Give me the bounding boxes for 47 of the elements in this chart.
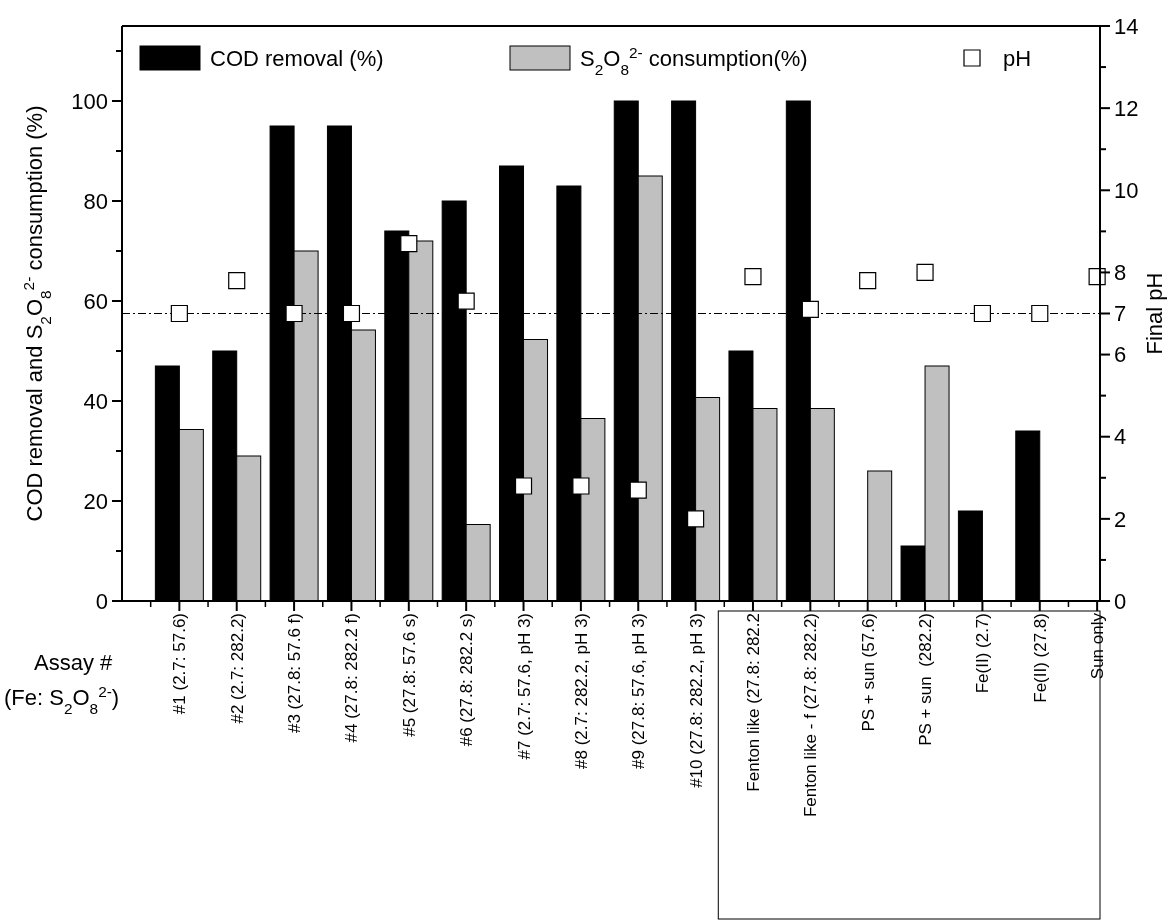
text: Assay # [34, 650, 114, 675]
x-tick-label: #10 (27.8: 282.2, pH 3) [686, 613, 706, 788]
x-tick-label: Fenton like (27.8: 282.2 [743, 613, 763, 792]
y-tick-label: 100 [71, 88, 108, 114]
text: (Fe: S$_{2}$O$_{8}$$^{2-}$) [4, 682, 120, 717]
point [572, 477, 590, 495]
legend-label: COD removal (%) [210, 45, 384, 71]
x-tick-label: #5 (27.8: 57.6 s) [399, 613, 419, 737]
x-tick-label: #4 (27.8: 282.2 f) [342, 613, 362, 743]
y2-tick-label: 0 [1114, 588, 1127, 614]
y2-tick-label: 6 [1114, 342, 1127, 368]
legend-label: S$_{2}$O$_{8}$$^{2-}$ consumption(%) [580, 43, 808, 78]
x-tick-label: #1 (2.7: 57.6) [170, 613, 190, 715]
point [687, 510, 705, 528]
y-tick-label: 40 [83, 388, 108, 414]
y-tick-label: 60 [83, 288, 108, 314]
y2-tick-label: 8 [1114, 260, 1127, 286]
x-tick-label: PS + sun (57.6) [858, 613, 878, 732]
x-tick-label: Fenton like - f (27.8: 282.2) [801, 613, 821, 818]
x-tick-label: Fe(II) (2.7) [973, 613, 993, 694]
y2-tick-label: 14 [1114, 13, 1139, 39]
y2-tick-label: 7 [1114, 301, 1127, 327]
legend-label: pH [1003, 45, 1032, 71]
x-tick-label: #7 (2.7: 57.6, pH 3) [514, 613, 534, 760]
x-tick-label: #9 (27.8: 57.6, pH 3) [629, 613, 649, 769]
point [801, 300, 819, 318]
x-tick-label: Fe(II) (27.8) [1030, 613, 1050, 703]
point [285, 304, 303, 323]
x-tick-label: Sun only [1088, 612, 1108, 680]
y-tick-label: 20 [83, 488, 108, 514]
y2-tick-label: 4 [1114, 424, 1127, 450]
y2-tick-label: 2 [1114, 506, 1127, 532]
point [342, 304, 361, 323]
y-tick-label: 0 [95, 588, 108, 614]
x-tick-label: #3 (27.8: 57.6 f) [285, 613, 305, 734]
y-tick-label: 80 [83, 188, 108, 214]
y2-axis-title: Final pH [1142, 272, 1167, 355]
point [629, 481, 647, 499]
x-tick-label: #8 (2.7: 282.2, pH 3) [571, 613, 591, 769]
point [514, 477, 533, 495]
x-tick-label: #6 (27.8: 282.2 s) [457, 613, 477, 747]
x-tick-label: PS + sun (282.2) [916, 613, 936, 746]
y2-tick-label: 10 [1114, 177, 1139, 203]
point [457, 292, 475, 310]
point [400, 235, 418, 253]
x-tick-label: #2 (2.7: 282.2) [227, 613, 247, 724]
y2-tick-label: 12 [1114, 95, 1139, 121]
